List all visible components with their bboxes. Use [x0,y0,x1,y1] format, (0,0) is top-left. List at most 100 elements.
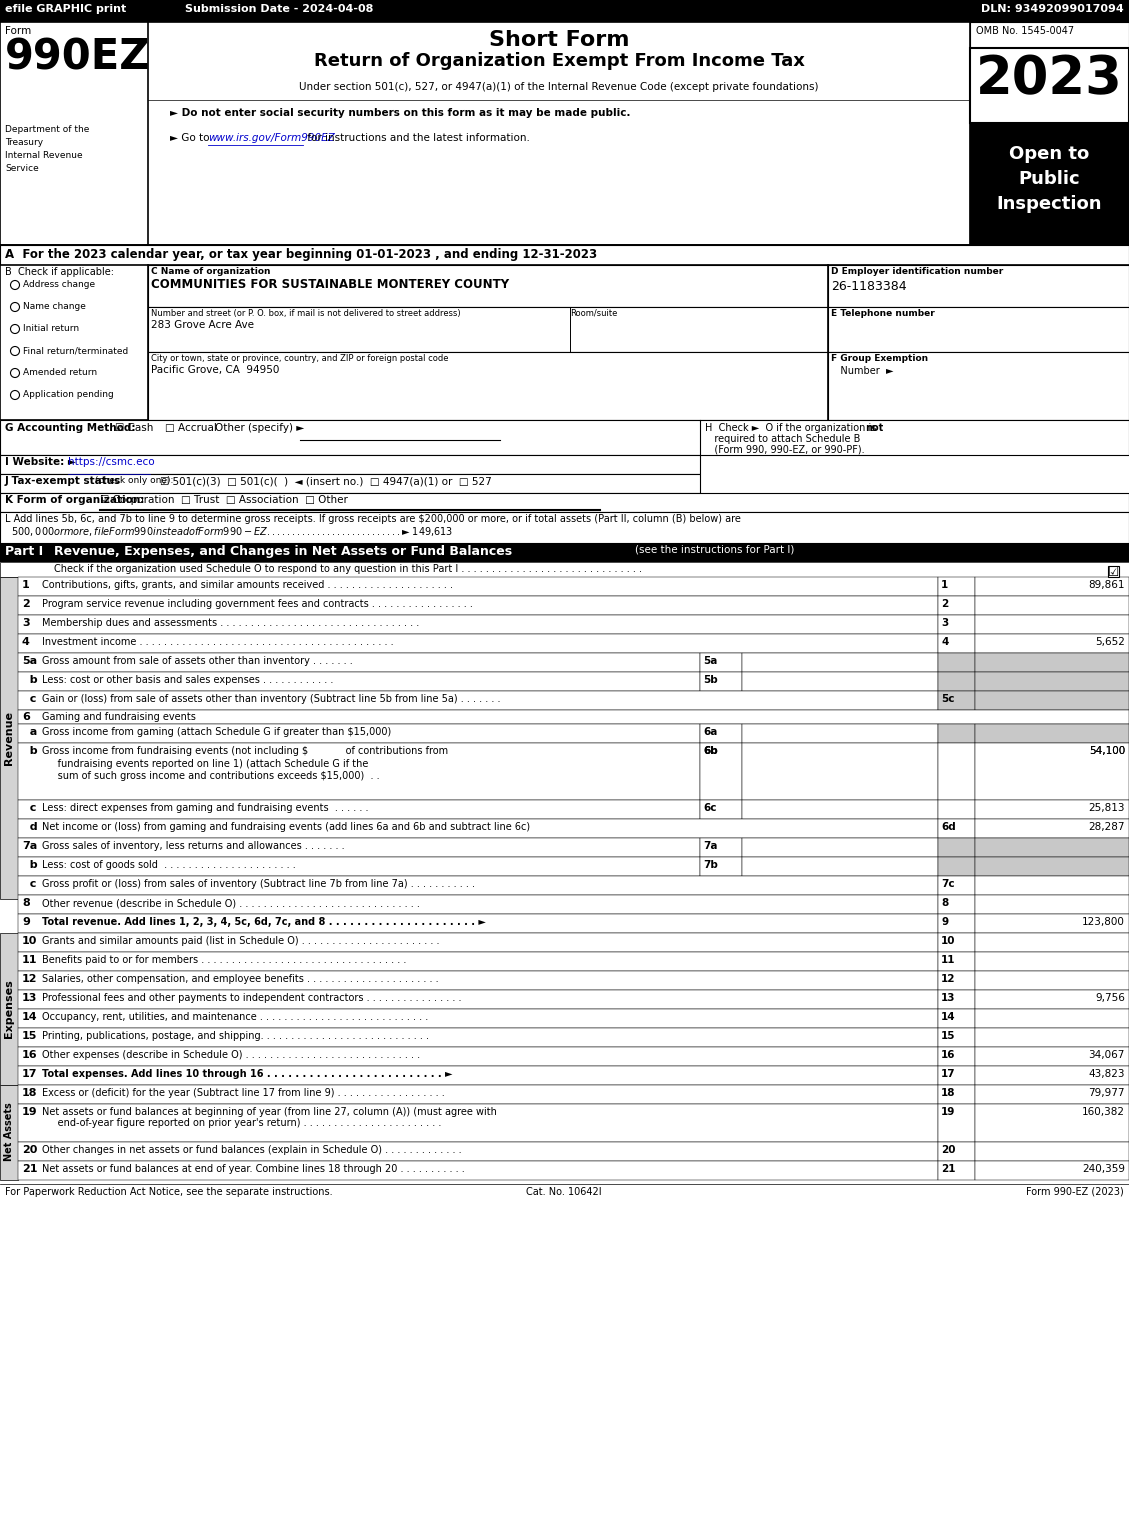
Text: 6a: 6a [703,727,717,737]
Text: Room/suite: Room/suite [570,310,618,319]
Text: 15: 15 [21,1031,37,1042]
Bar [700,801,742,819]
Text: 6: 6 [21,712,29,721]
Text: 15: 15 [940,1031,955,1042]
Text: 14: 14 [940,1013,955,1022]
Text: Other revenue (describe in Schedule O) . . . . . . . . . . . . . . . . . . . . .: Other revenue (describe in Schedule O) .… [42,898,420,907]
Text: Less: direct expenses from gaming and fundraising events  . . . . . .: Less: direct expenses from gaming and fu… [42,804,368,813]
Bar [18,724,700,743]
Bar [970,124,1129,246]
Text: ☑ Corporation  □ Trust  □ Association  □ Other: ☑ Corporation □ Trust □ Association □ Ot… [100,496,348,505]
Text: 283 Grove Acre Ave: 283 Grove Acre Ave [151,320,254,329]
Text: 990EZ: 990EZ [5,37,150,78]
Text: d: d [21,822,37,833]
Text: Gross profit or (loss) from sales of inventory (Subtract line 7b from line 7a) .: Gross profit or (loss) from sales of inv… [42,878,475,889]
Text: 123,800: 123,800 [1082,917,1124,927]
Bar [975,576,1129,596]
Bar [700,743,742,801]
Bar [0,454,700,474]
Text: Other changes in net assets or fund balances (explain in Schedule O) . . . . . .: Other changes in net assets or fund bala… [42,1145,462,1154]
Text: For Paperwork Reduction Act Notice, see the separate instructions.: For Paperwork Reduction Act Notice, see … [5,1186,333,1197]
Circle shape [10,390,19,400]
Bar [975,1066,1129,1084]
Text: K Form of organization:: K Form of organization: [5,496,145,505]
Bar [18,1028,938,1048]
Text: Contributions, gifts, grants, and similar amounts received . . . . . . . . . . .: Contributions, gifts, grants, and simila… [42,580,453,590]
Circle shape [10,281,19,290]
Bar [975,1028,1129,1048]
Bar [148,307,828,352]
Text: 21: 21 [21,1164,37,1174]
Text: 2: 2 [940,599,948,608]
Text: DLN: 93492099017094: DLN: 93492099017094 [981,5,1124,14]
Text: Open to
Public
Inspection: Open to Public Inspection [996,145,1102,214]
Text: Benefits paid to or for members . . . . . . . . . . . . . . . . . . . . . . . . : Benefits paid to or for members . . . . … [42,955,406,965]
Bar [0,1084,18,1180]
Text: 13: 13 [940,993,955,1003]
Text: c: c [21,878,36,889]
Bar [18,801,700,819]
Bar [975,724,1129,743]
Text: ► Do not enter social security numbers on this form as it may be made public.: ► Do not enter social security numbers o… [170,108,630,117]
Text: Gaming and fundraising events: Gaming and fundraising events [42,712,195,721]
Text: 10: 10 [21,936,37,946]
Bar [18,839,700,857]
Bar [975,1084,1129,1104]
Text: 7a: 7a [703,840,718,851]
Text: Internal Revenue: Internal Revenue [5,151,82,160]
Text: Short Form: Short Form [489,30,629,50]
Bar [18,1048,938,1066]
Bar [975,1142,1129,1161]
Bar [975,839,1129,857]
Bar [938,933,975,952]
Text: Investment income . . . . . . . . . . . . . . . . . . . . . . . . . . . . . . . : Investment income . . . . . . . . . . . … [42,637,394,647]
Bar [148,265,828,307]
Text: 25,813: 25,813 [1088,804,1124,813]
Bar [975,801,1129,819]
Text: 7a: 7a [21,840,37,851]
Text: 6d: 6d [940,822,956,833]
Text: 240,359: 240,359 [1082,1164,1124,1174]
Bar [0,246,1129,265]
Text: Other expenses (describe in Schedule O) . . . . . . . . . . . . . . . . . . . . : Other expenses (describe in Schedule O) … [42,1051,420,1060]
Text: 19: 19 [940,1107,955,1116]
Text: Gross income from gaming (attach Schedule G if greater than $15,000): Gross income from gaming (attach Schedul… [42,727,392,737]
Text: Form 990-EZ (2023): Form 990-EZ (2023) [1026,1186,1124,1197]
Bar [0,0,1129,21]
Bar [938,1066,975,1084]
Text: Program service revenue including government fees and contracts . . . . . . . . : Program service revenue including govern… [42,599,473,608]
Bar [975,895,1129,913]
Bar [938,801,975,819]
Bar [742,653,938,673]
Bar [18,990,938,1010]
Text: 12: 12 [21,974,37,984]
Bar [700,839,742,857]
Text: c: c [21,694,36,705]
Text: Amended return: Amended return [23,368,97,377]
Text: 9,756: 9,756 [1095,993,1124,1003]
Text: 4: 4 [940,637,948,647]
Bar [700,673,742,691]
Bar [975,875,1129,895]
Bar [0,265,1129,419]
Text: Grants and similar amounts paid (list in Schedule O) . . . . . . . . . . . . . .: Grants and similar amounts paid (list in… [42,936,439,946]
Text: Gross income from fundraising events (not including $            of contribution: Gross income from fundraising events (no… [42,746,448,756]
Text: sum of such gross income and contributions exceeds $15,000)  . .: sum of such gross income and contributio… [42,772,379,781]
Bar [975,691,1129,711]
Text: 8: 8 [940,898,948,907]
Bar [975,743,1129,801]
Text: COMMUNITIES FOR SUSTAINABLE MONTEREY COUNTY: COMMUNITIES FOR SUSTAINABLE MONTEREY COU… [151,278,509,291]
Text: b: b [21,676,37,685]
Text: 5b: 5b [703,676,718,685]
Bar [938,913,975,933]
Text: Name change: Name change [23,302,86,311]
Text: 16: 16 [21,1051,37,1060]
Text: 160,382: 160,382 [1082,1107,1124,1116]
Bar [975,653,1129,673]
Text: Form: Form [5,26,32,37]
Bar [18,1010,938,1028]
Text: 1: 1 [21,580,29,590]
Bar [938,875,975,895]
Bar [970,21,1129,47]
Text: Revenue, Expenses, and Changes in Net Assets or Fund Balances: Revenue, Expenses, and Changes in Net As… [54,544,513,558]
